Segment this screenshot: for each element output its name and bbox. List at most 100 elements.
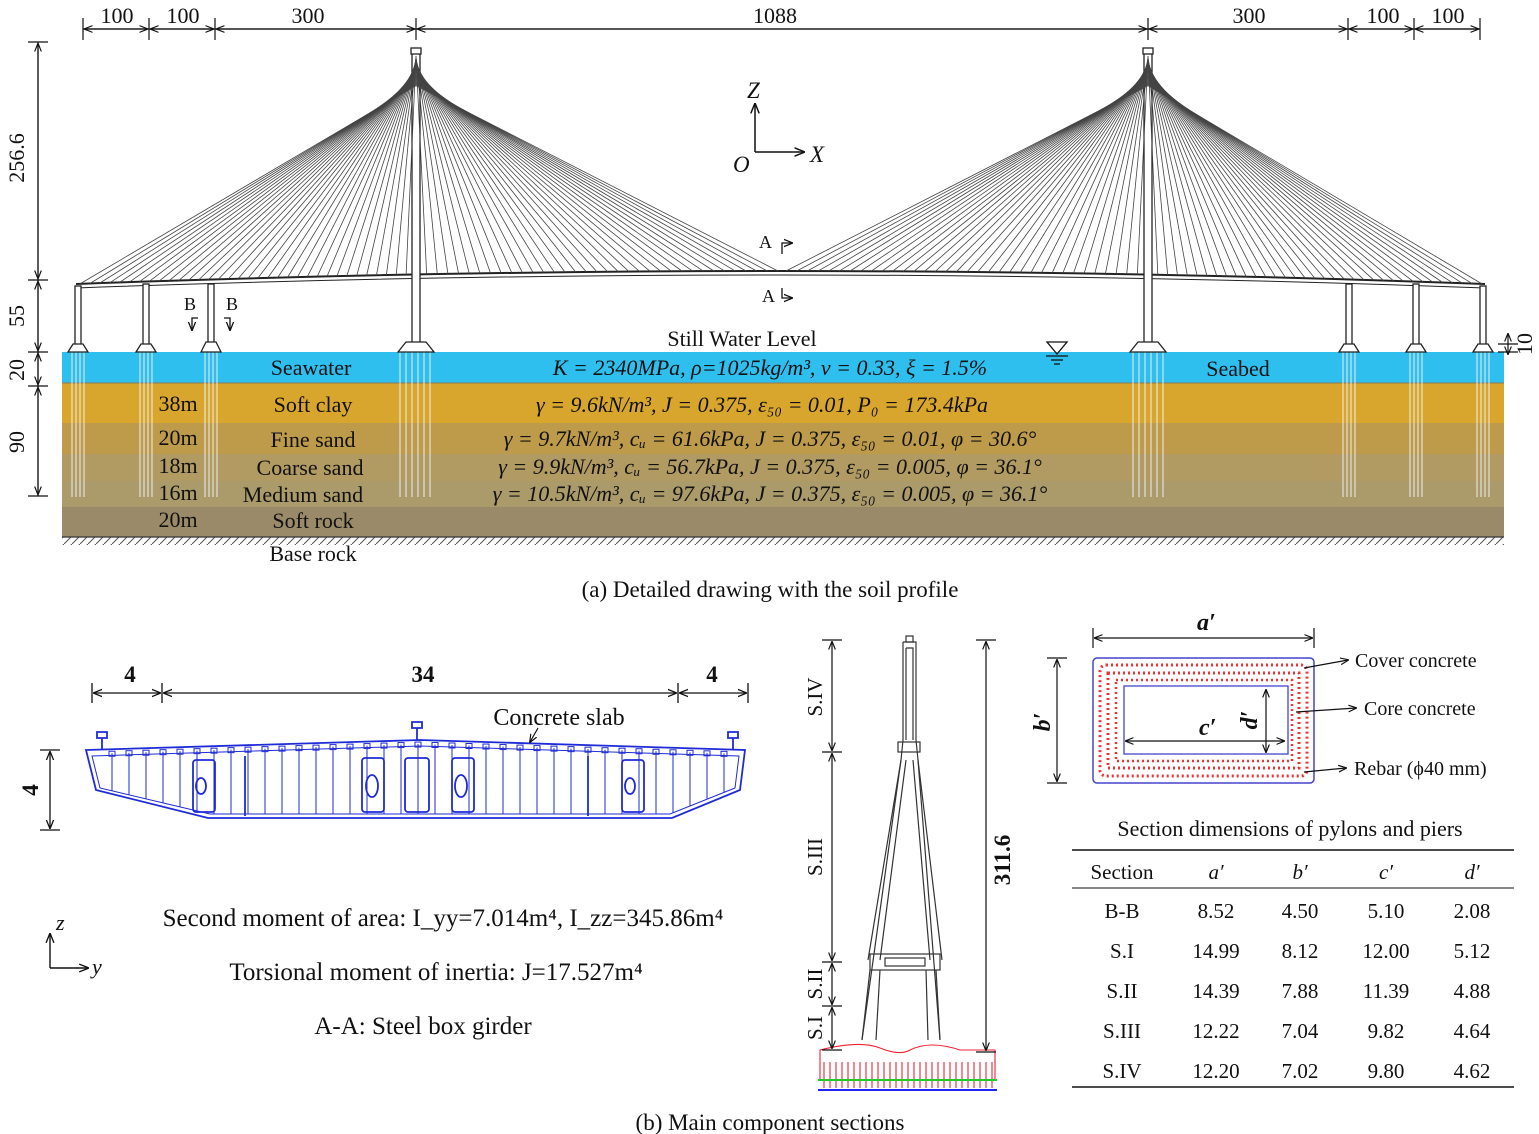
span-dimensions [82, 18, 1481, 40]
span-dim-5: 300 [1233, 3, 1266, 28]
stay-cable [227, 71, 417, 280]
pylon-left [396, 47, 436, 353]
stay-cable [376, 58, 417, 276]
stay-cable [405, 55, 417, 275]
caption-a: (a) Detailed drawing with the soil profi… [582, 577, 959, 602]
stay-cable [966, 70, 1149, 273]
stay-cable [415, 75, 662, 272]
table-cell: 2.08 [1454, 899, 1491, 923]
layer-name-fine-sand: Fine sand [271, 427, 356, 452]
stay-cable [415, 55, 428, 275]
table-cell: 8.52 [1198, 899, 1235, 923]
stay-cable [247, 70, 417, 279]
axis-indicator [755, 104, 804, 152]
stay-cable [415, 72, 630, 272]
stay-cable [415, 59, 470, 274]
table-cell: S.II [1107, 979, 1138, 1003]
pylon-elevation [861, 635, 943, 1041]
span-dim-2: 100 [167, 3, 200, 28]
girder-dim-left: 4 [124, 662, 136, 687]
stay-cable [1030, 64, 1149, 273]
layer-medium-sand [62, 481, 1504, 507]
table-cell: S.I [1110, 939, 1134, 963]
stay-cable [956, 71, 1149, 273]
stay-cable [257, 69, 417, 279]
pylon-height-dim: 311.6 [990, 835, 1015, 885]
table-header: c′ [1379, 860, 1393, 884]
stay-cable [1136, 55, 1149, 275]
table-cell: 9.80 [1368, 1059, 1405, 1083]
table-cell: 7.02 [1282, 1059, 1319, 1083]
stay-cable [366, 59, 417, 276]
stay-cable [924, 73, 1149, 272]
layer-thickness-fine-sand: 20m [158, 425, 197, 450]
stay-cable [79, 85, 417, 285]
table-cell: 12.20 [1192, 1059, 1239, 1083]
girder-height-dim: 4 [18, 784, 43, 796]
stay-cable [415, 65, 545, 273]
core-concrete-label: Core concrete [1364, 698, 1476, 720]
section-a-bottom: A [762, 286, 775, 306]
table-header: d′ [1464, 860, 1480, 884]
stay-cable [415, 74, 651, 272]
soil-profile [62, 352, 1504, 545]
stay-cable [415, 71, 619, 272]
stay-cable [1019, 65, 1149, 273]
stay-cable [1147, 58, 1188, 276]
layer-fine-sand [62, 423, 1504, 454]
span-dim-6: 100 [1367, 3, 1400, 28]
height-dim-deck: 55 [4, 305, 29, 327]
stay-cable [198, 74, 417, 281]
stay-cable [1147, 69, 1306, 279]
stay-cable [415, 68, 577, 273]
stay-cable [1147, 65, 1267, 278]
span-dim-3: 300 [292, 3, 325, 28]
still-water-label: Still Water Level [667, 326, 816, 351]
layer-name-coarse-sand: Coarse sand [257, 455, 364, 480]
section-s2: S.II [803, 969, 827, 1000]
pylon-right [1128, 47, 1168, 353]
water-level-icon [1045, 341, 1069, 365]
dim-d-label: d′ [1237, 711, 1263, 730]
seabed-label: Seabed [1206, 356, 1270, 381]
stay-cable [1147, 59, 1198, 276]
stay-cable [415, 73, 640, 272]
layer-name-soft-rock: Soft rock [272, 508, 353, 533]
stay-cable [188, 75, 417, 281]
table-cell: S.IV [1102, 1059, 1141, 1083]
stay-cable [1062, 62, 1149, 274]
stay-cable [336, 62, 417, 277]
table-cell: 11.39 [1363, 979, 1409, 1003]
height-dimensions [28, 41, 1518, 497]
stay-cable [1147, 56, 1169, 275]
table-header: a′ [1208, 860, 1224, 884]
stay-cable [297, 65, 417, 278]
stay-cable [316, 63, 417, 277]
section-b1: B [184, 294, 196, 314]
stay-cable [1147, 70, 1316, 279]
stay-cable [208, 73, 417, 280]
stay-cable [1147, 64, 1257, 278]
pile-group [1476, 352, 1490, 497]
stay-cable [415, 63, 513, 274]
table-cell: B-B [1104, 899, 1139, 923]
section-s3: S.III [803, 838, 827, 876]
table-cell: 9.82 [1368, 1019, 1405, 1043]
stay-cable [1115, 57, 1149, 275]
stay-cable [1147, 73, 1355, 280]
stay-cable [287, 66, 417, 278]
axis-z-label: Z [747, 78, 760, 103]
stay-cable [1041, 63, 1149, 273]
stay-cable [1147, 63, 1247, 277]
pier [199, 283, 223, 353]
layer-props-soft-clay: γ = 9.6kN/m³, J = 0.375, ε₅₀ = 0.01, P₀ … [536, 392, 988, 417]
pile-group [1409, 352, 1423, 497]
caption-b: (b) Main component sections [636, 1110, 905, 1134]
stay-cable [1147, 85, 1483, 285]
layer-seawater [62, 352, 1504, 383]
stay-cable [346, 61, 417, 277]
table-cell: 5.12 [1454, 939, 1491, 963]
stay-cable [977, 69, 1149, 273]
girder-torsion: Torsional moment of inertia: J=17.527m⁴ [229, 959, 643, 986]
yz-axis-indicator [50, 934, 88, 968]
